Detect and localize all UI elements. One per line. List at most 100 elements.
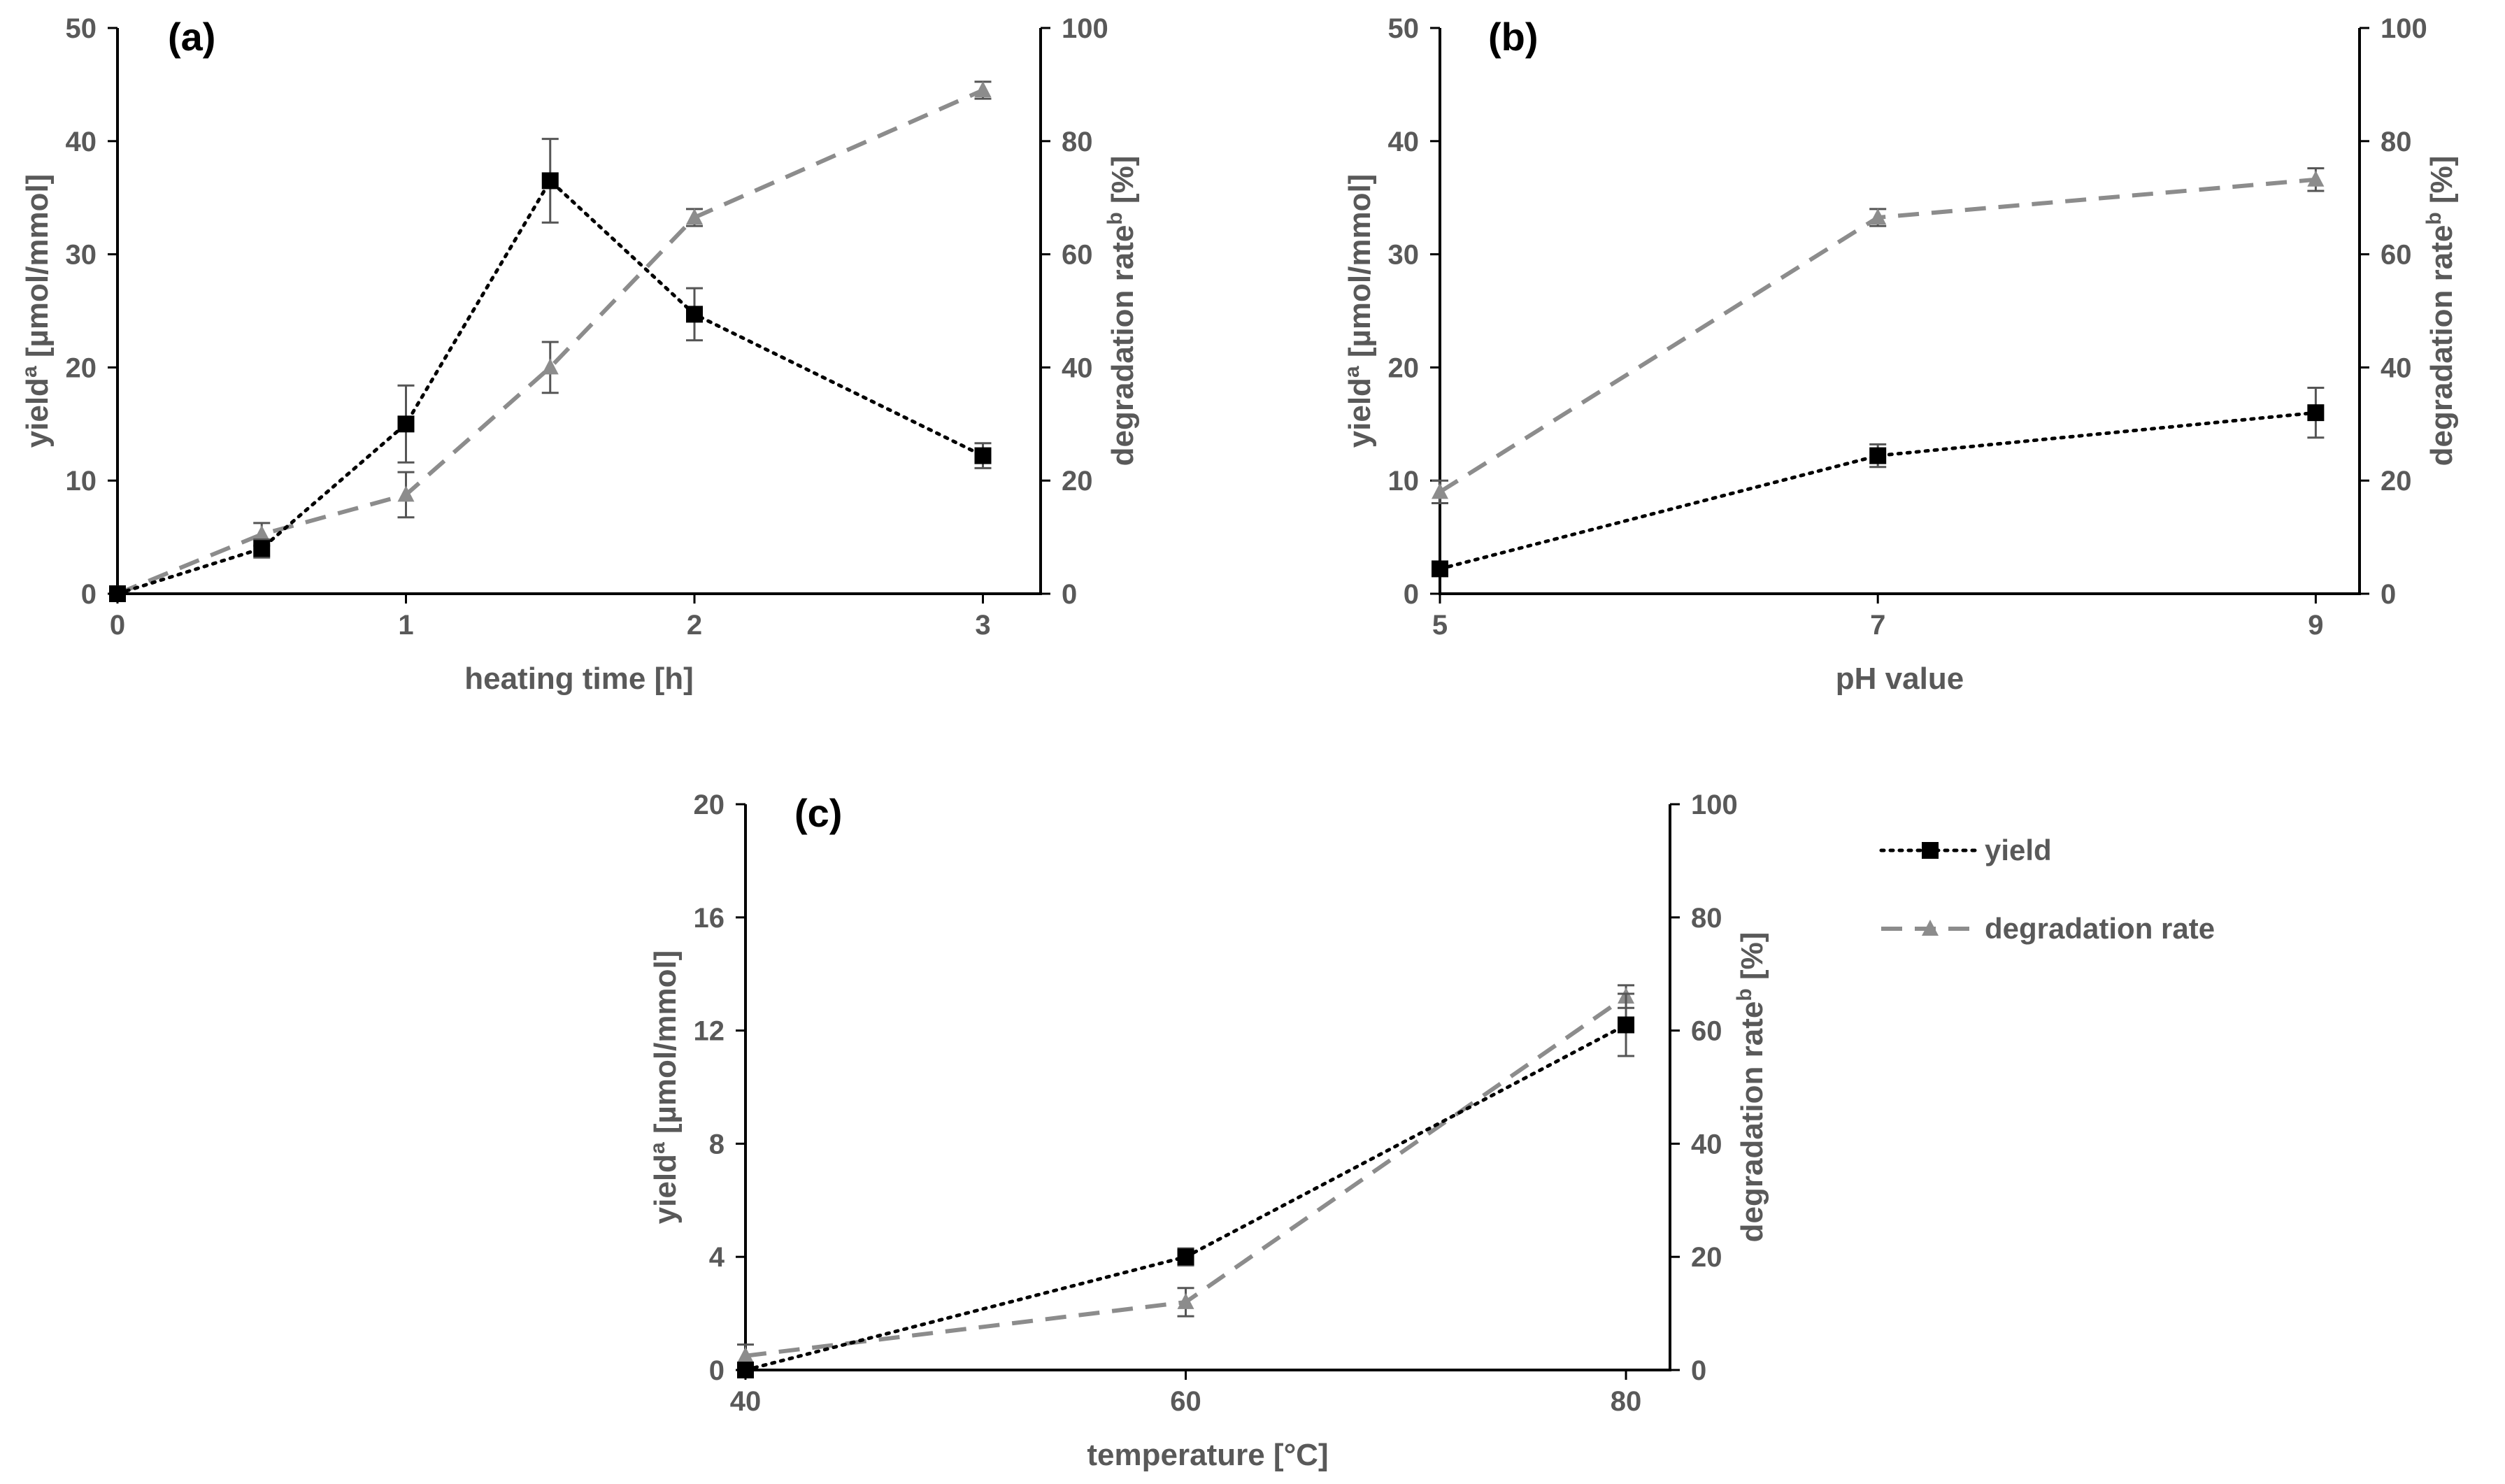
y-tick-label-left: 12 (694, 1016, 725, 1047)
y-tick-label-right: 40 (2381, 352, 2412, 383)
y-tick-label-left: 0 (81, 579, 97, 610)
data-point (397, 415, 415, 433)
x-axis-label: temperature [°C] (1087, 1438, 1328, 1472)
x-axis-label: pH value (1836, 662, 1964, 696)
x-tick-label: 2 (687, 610, 702, 641)
data-point (253, 525, 271, 542)
y-tick-label-right: 40 (1062, 352, 1093, 383)
y-tick-label-left: 20 (66, 352, 97, 383)
y-tick-label-left: 40 (1388, 127, 1420, 157)
data-point (2307, 170, 2325, 187)
y-axis-label-left-text: yield (648, 1154, 683, 1224)
y-axis-label-left: yielda [µmol/mmol] (1341, 174, 1378, 448)
data-point (686, 306, 703, 323)
y-tick-label-right: 100 (1691, 790, 1738, 820)
y-tick-label-left: 0 (709, 1355, 725, 1386)
data-point (253, 540, 271, 557)
y-axis-label-left-sup: a (18, 366, 41, 378)
legend-marker (1922, 920, 1939, 936)
data-point (1869, 447, 1887, 464)
y-axis-label-right-sup: b (1733, 988, 1756, 1001)
data-point (1432, 483, 1448, 499)
y-tick-label-left: 10 (1388, 466, 1420, 497)
y-axis-label-left-sup: a (646, 1142, 669, 1154)
y-tick-label-right: 80 (1691, 903, 1722, 934)
y-tick-label-left: 50 (66, 13, 97, 44)
y-tick-label-right: 100 (1062, 13, 1108, 44)
y-axis-label-right: degradation rateb [%] (2422, 156, 2460, 466)
legend-marker (1922, 842, 1939, 859)
y-axis-label-right-sup: b (1104, 212, 1127, 224)
y-axis-label-right-text: degradation rate (1106, 225, 1140, 466)
data-point (541, 358, 559, 375)
y-tick-label-left: 4 (709, 1242, 725, 1273)
series-degradation-rate (737, 984, 1635, 1369)
y-axis-label-left-unit: [µmol/mmol] (1343, 174, 1377, 366)
data-point (1432, 560, 1448, 578)
y-axis-label-left-sup: a (1341, 366, 1364, 378)
data-point (737, 1346, 754, 1363)
series-line (115, 178, 985, 596)
data-point (1618, 1016, 1635, 1034)
y-tick-label-right: 20 (1062, 466, 1093, 497)
panel-label: (c) (794, 791, 842, 835)
panel-c: 0 4 8 12 16 20 0 20 40 60 80 100 40 60 80 temperature [… (646, 790, 1770, 1472)
y-tick-label-right: 0 (2381, 579, 2396, 610)
legend: yield degradation rate (1879, 834, 2215, 945)
series-line (116, 88, 984, 596)
series-line (1438, 411, 2318, 571)
data-point (974, 80, 992, 97)
x-tick-label: 5 (1432, 610, 1448, 641)
x-axis-label: heating time [h] (464, 662, 694, 696)
x-tick-label: 9 (2308, 610, 2323, 641)
panel-label: (a) (168, 15, 215, 59)
y-tick-label-left: 30 (1388, 240, 1420, 271)
y-axis-label-left-text: yield (20, 378, 55, 448)
series-yield (109, 138, 992, 602)
y-tick-label-left: 0 (1404, 579, 1419, 610)
series-line (743, 1023, 1628, 1372)
x-tick-label: 3 (975, 610, 990, 641)
series-yield (1432, 387, 2325, 578)
y-axis-label-right-sup: b (2422, 212, 2446, 224)
y-tick-label-left: 20 (694, 790, 725, 820)
x-tick-label: 7 (1870, 610, 1885, 641)
x-tick-label: 80 (1611, 1386, 1642, 1417)
legend-label: yield (1985, 834, 2052, 866)
panel-label: (b) (1488, 15, 1539, 59)
y-axis-label-right: degradation rateb [%] (1104, 156, 1141, 466)
data-point (1869, 208, 1887, 225)
y-axis-label-right-text: degradation rate (2425, 225, 2459, 466)
y-tick-label-left: 40 (66, 127, 97, 157)
data-point (1177, 1248, 1194, 1266)
data-point (541, 172, 559, 190)
y-axis-label-left-unit: [µmol/mmol] (20, 174, 55, 366)
y-tick-label-right: 60 (1691, 1016, 1722, 1047)
y-tick-label-right: 60 (2381, 240, 2412, 271)
x-tick-label: 1 (398, 610, 413, 641)
y-tick-label-left: 8 (709, 1129, 725, 1160)
series-degradation-rate (1432, 167, 2325, 505)
series-yield (737, 992, 1635, 1378)
y-axis-label-right-unit: [%] (1735, 932, 1769, 989)
panel-b: 0 10 20 30 40 50 0 20 40 60 80 100 5 7 9 pH value yielda… (1341, 13, 2460, 696)
y-axis-label-right: degradation rateb [%] (1733, 932, 1770, 1243)
y-tick-label-right: 80 (2381, 127, 2412, 157)
y-axis-label-right-unit: [%] (2425, 156, 2459, 213)
y-axis-label-left: yielda [µmol/mmol] (18, 174, 55, 448)
y-tick-label-right: 0 (1691, 1355, 1706, 1386)
y-tick-label-left: 10 (66, 466, 97, 497)
y-tick-label-right: 0 (1062, 579, 1077, 610)
y-tick-label-right: 20 (1691, 1242, 1722, 1273)
y-axis-label-left: yielda [µmol/mmol] (646, 950, 683, 1225)
y-axis-label-right-text: degradation rate (1735, 1001, 1769, 1243)
data-point (974, 447, 992, 464)
data-point (109, 585, 126, 602)
y-axis-label-left-text: yield (1343, 378, 1377, 448)
data-point (686, 208, 703, 225)
x-tick-label: 40 (730, 1386, 762, 1417)
y-tick-label-right: 60 (1062, 240, 1093, 271)
y-tick-label-right: 40 (1691, 1129, 1722, 1160)
data-point (737, 1362, 754, 1378)
y-tick-label-right: 100 (2381, 13, 2427, 44)
